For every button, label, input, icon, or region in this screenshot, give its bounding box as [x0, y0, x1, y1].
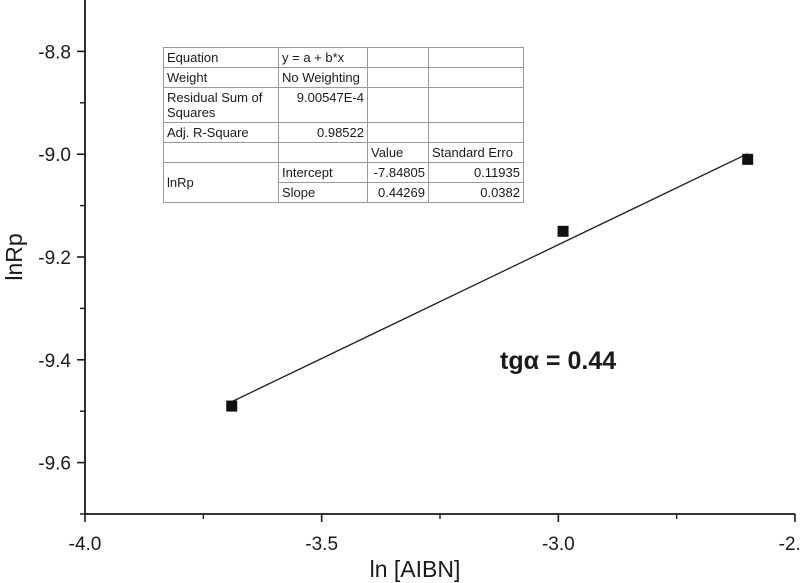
y-tick-label: -8.8 [38, 42, 71, 63]
fit-line-layer [231, 153, 748, 403]
table-row: Residual Sum of Squares 9.00547E-4 [163, 87, 524, 123]
slope-annotation: tgα = 0.44 [500, 347, 616, 375]
empty-cell [428, 122, 524, 143]
y-axis-title: lnRp [1, 233, 27, 280]
tick-marks [77, 50, 796, 522]
table-row: Adj. R-Square 0.98522 [163, 122, 524, 143]
x-axis-title: ln [AIBN] [370, 556, 461, 582]
slope-stderr: 0.0382 [428, 182, 524, 203]
intercept-label: Intercept [278, 162, 368, 183]
intercept-stderr: 0.11935 [428, 162, 524, 183]
adj-r-square-label: Adj. R-Square [163, 122, 279, 143]
y-tick-labels: -9.6 -9.4 -9.2 -9.0 -8.8 [38, 42, 71, 474]
slope-value: 0.44269 [367, 182, 429, 203]
empty-cell [367, 47, 429, 68]
table-row: Value Standard Erro [163, 142, 524, 163]
rss-label: Residual Sum of Squares [163, 87, 279, 123]
y-tick-label: -9.2 [38, 248, 71, 269]
y-tick-label: -9.6 [38, 454, 71, 475]
data-points [226, 153, 754, 412]
rss-value: 9.00547E-4 [278, 87, 368, 123]
intercept-value: -7.84805 [367, 162, 429, 183]
slope-label: Slope [278, 182, 368, 203]
empty-cell [278, 142, 368, 163]
value-column-header: Value [367, 142, 429, 163]
fit-statistics-table: Equation y = a + b*x Weight No Weighting… [163, 47, 524, 203]
stderr-column-header: Standard Erro [428, 142, 524, 163]
x-tick-labels: -4.0 -3.5 -3.0 -2.5 [69, 534, 800, 555]
equation-label: Equation [163, 47, 279, 68]
y-tick-label: -9.0 [38, 145, 71, 166]
x-tick-label: -3.5 [305, 534, 338, 555]
empty-cell [163, 142, 279, 163]
table-row: Slope 0.44269 0.0382 [164, 182, 524, 203]
fit-line [231, 153, 748, 403]
empty-cell [428, 87, 524, 123]
table-row: Weight No Weighting [163, 67, 524, 88]
table-row: lnRp Intercept -7.84805 0.11935 [163, 162, 524, 203]
empty-cell [428, 47, 524, 68]
weight-value: No Weighting [278, 67, 368, 88]
adj-r-square-value: 0.98522 [278, 122, 368, 143]
empty-cell [428, 67, 524, 88]
empty-cell [367, 87, 429, 123]
weight-label: Weight [163, 67, 279, 88]
table-row: Equation y = a + b*x [163, 47, 524, 68]
data-point [226, 400, 238, 412]
x-tick-label: -2.5 [779, 534, 800, 555]
equation-value: y = a + b*x [278, 47, 368, 68]
empty-cell [367, 122, 429, 143]
x-tick-label: -3.0 [542, 534, 575, 555]
row-group-label: lnRp [163, 162, 279, 203]
y-tick-label: -9.4 [38, 351, 71, 372]
x-tick-label: -4.0 [69, 534, 102, 555]
empty-cell [367, 67, 429, 88]
data-point [557, 225, 569, 237]
data-point [742, 153, 754, 165]
